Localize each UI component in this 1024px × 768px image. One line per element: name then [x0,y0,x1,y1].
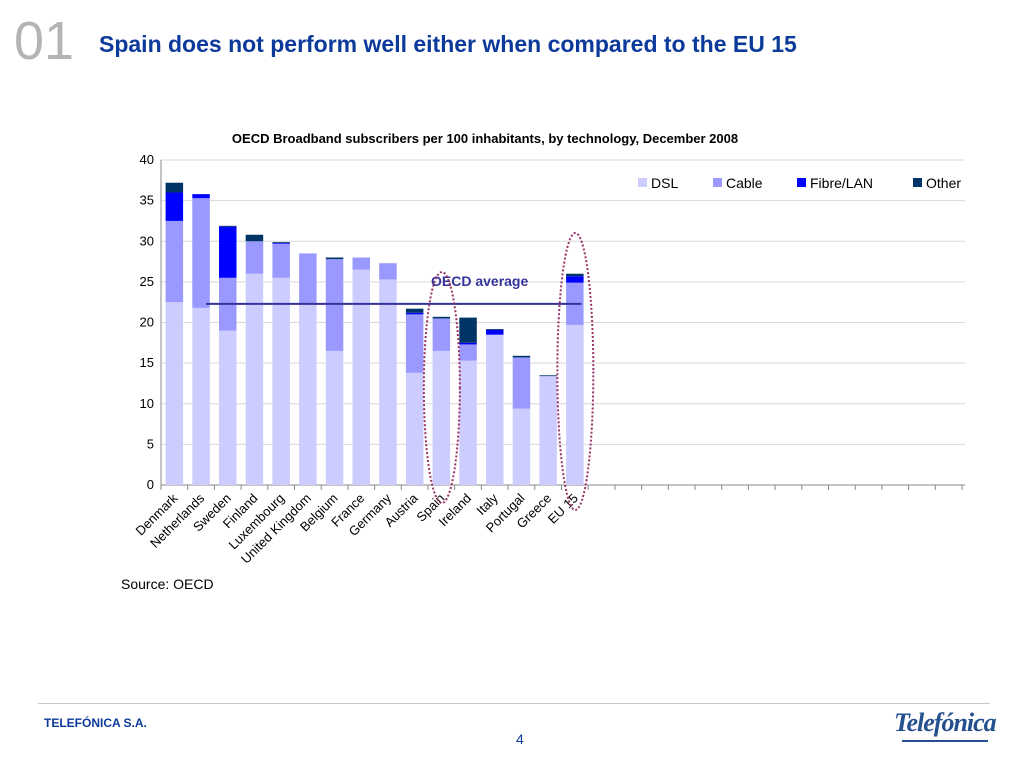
legend-swatch-other [913,178,922,187]
bar-france-cable [352,257,370,270]
bar-luxembourg-cable [272,243,290,278]
bar-sweden-other [219,225,237,227]
bar-spain-other [432,316,451,319]
footer-divider [38,703,990,704]
bar-ireland-other [459,317,477,343]
bar-denmark-other [165,182,184,193]
bar-germany-cable [379,263,397,280]
bar-denmark-dsl [165,302,184,485]
bar-eu-15-other [566,273,584,277]
bar-portugal-cable [512,357,531,409]
source-note: Source: OECD [121,576,214,592]
y-tick-label-5: 5 [147,436,154,451]
x-tick-label-eu-15: EU 15 [545,491,581,527]
bar-sweden-dsl [219,330,237,485]
legend-label-dsl: DSL [651,175,678,191]
page-number: 4 [516,731,524,747]
y-tick-label-0: 0 [147,477,154,492]
slide-number: 01 [14,11,75,71]
bar-austria-cable [405,314,424,373]
bar-netherlands-cable [192,198,210,308]
bar-ireland-cable [459,344,477,361]
bar-finland-cable [245,241,264,274]
oecd-average-label: OECD average [431,273,528,289]
bar-finland-dsl [245,273,264,485]
chart-title: OECD Broadband subscribers per 100 inhab… [232,131,738,146]
bar-netherlands-fibre-lan [192,194,210,199]
logo-underline [902,740,988,742]
highlight-ellipse-eu-15 [556,232,595,511]
y-tick-label-10: 10 [140,396,154,411]
bar-germany-dsl [379,279,397,485]
bar-belgium-other [325,257,344,260]
legend-swatch-dsl [638,178,647,187]
bar-finland-other [245,234,264,242]
bar-belgium-cable [325,259,344,351]
highlight-ellipse-spain [422,271,461,504]
y-tick-label-15: 15 [140,355,154,370]
bar-denmark-fibre-lan [165,192,184,221]
legend-label-other: Other [926,175,961,191]
bar-austria-dsl [405,372,424,485]
bar-luxembourg-dsl [272,277,290,485]
broadband-chart: OECD Broadband subscribers per 100 inhab… [133,131,965,567]
bar-austria-other [405,308,424,313]
y-tick-label-25: 25 [140,274,154,289]
bar-spain-dsl [432,350,451,485]
bar-netherlands-dsl [192,307,210,485]
legend-swatch-fibre-lan [797,178,806,187]
company-name: TELEFÓNICA S.A. [44,716,147,730]
bar-denmark-cable [165,220,184,303]
bar-united-kingdom-dsl [299,304,317,485]
bar-luxembourg-fibre-lan [272,242,290,244]
y-tick-label-35: 35 [140,193,154,208]
y-tick-label-20: 20 [140,315,154,330]
bar-eu-15-fibre-lan [566,276,584,283]
legend-swatch-cable [713,178,722,187]
bar-ireland-fibre-lan [459,342,477,345]
bar-italy-fibre-lan [486,329,504,335]
bar-france-dsl [352,269,370,485]
bar-portugal-dsl [512,408,531,485]
bar-italy-dsl [486,334,504,485]
bar-united-kingdom-cable [299,253,317,305]
y-tick-label-30: 30 [140,233,154,248]
bar-luxembourg-other [272,242,290,243]
bar-portugal-other [512,355,531,358]
bar-greece-other [539,375,557,377]
bar-ireland-dsl [459,360,477,485]
bar-belgium-dsl [325,350,344,485]
slide-title: Spain does not perform well either when … [99,31,797,57]
telefonica-logo: Telefónica [894,708,997,737]
bar-greece-dsl [539,376,557,485]
bar-eu-15-dsl [566,324,584,485]
legend-label-fibre-lan: Fibre/LAN [810,175,873,191]
bar-italy-other [486,329,504,330]
legend-label-cable: Cable [726,175,763,191]
y-tick-label-40: 40 [140,152,154,167]
bar-spain-cable [432,318,451,351]
bar-sweden-fibre-lan [219,226,237,278]
bar-austria-fibre-lan [405,312,424,315]
